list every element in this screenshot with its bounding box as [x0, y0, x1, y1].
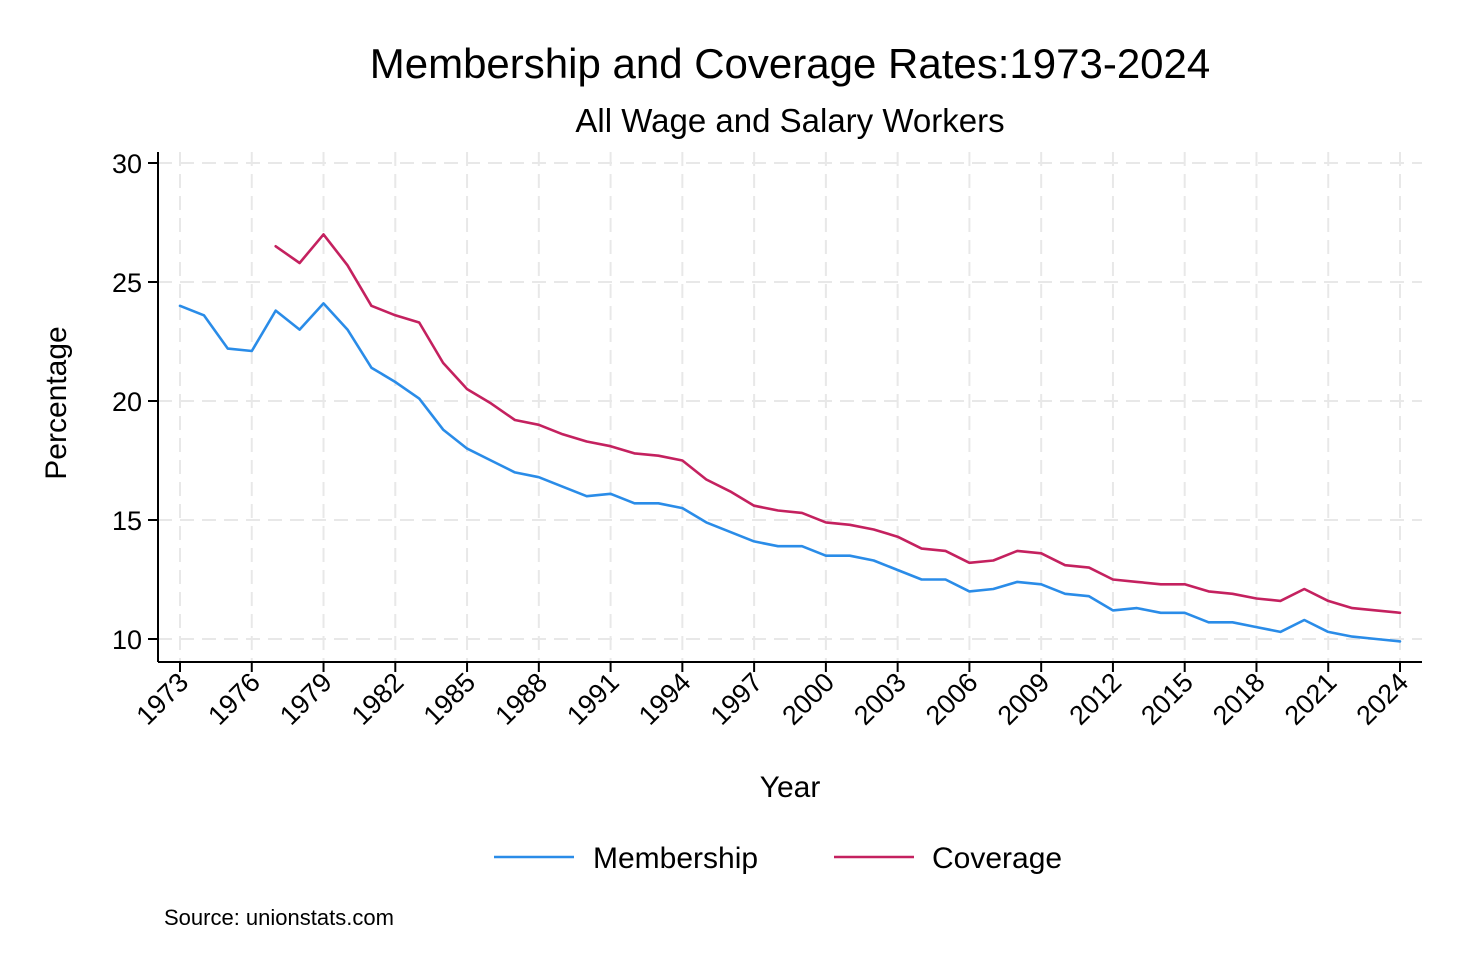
y-tick-label: 20 — [112, 387, 142, 417]
x-tick-label: 1994 — [633, 667, 697, 731]
y-tick-label: 15 — [112, 506, 142, 536]
x-tick-label: 2021 — [1279, 667, 1343, 731]
x-tick-label: 2018 — [1207, 667, 1271, 731]
x-tick-label: 1985 — [418, 667, 482, 731]
chart-title: Membership and Coverage Rates:1973-2024 — [370, 40, 1211, 87]
x-tick-label: 2003 — [848, 667, 912, 731]
y-tick-label: 30 — [112, 149, 142, 179]
y-axis-title: Percentage — [40, 326, 73, 479]
chart-subtitle: All Wage and Salary Workers — [575, 102, 1004, 139]
series-line-membership — [178, 302, 1402, 643]
x-tick-label: 2012 — [1063, 667, 1127, 731]
x-tick-label: 1982 — [346, 667, 410, 731]
y-tick-label: 25 — [112, 268, 142, 298]
x-tick-label: 1997 — [705, 667, 769, 731]
x-tick-label: 1991 — [561, 667, 625, 731]
legend: Membership Coverage — [494, 842, 1062, 875]
x-tick-label: 2015 — [1135, 667, 1199, 731]
x-tick-label: 2009 — [992, 667, 1056, 731]
y-tick-label: 10 — [112, 625, 142, 655]
x-tick-label: 1988 — [489, 667, 553, 731]
x-tick-label: 1979 — [274, 667, 338, 731]
gridlines — [158, 152, 1422, 662]
x-tick-label: 2006 — [920, 667, 984, 731]
source-note: Source: unionstats.com — [164, 905, 394, 930]
x-tick-label: 1976 — [202, 667, 266, 731]
x-tick-label: 2024 — [1351, 667, 1415, 731]
x-axis-title: Year — [760, 771, 821, 804]
x-tick-label: 1973 — [131, 667, 195, 731]
series-line-coverage — [274, 233, 1402, 615]
x-tick-label: 2000 — [776, 667, 840, 731]
legend-label-membership: Membership — [593, 842, 758, 875]
series-lines — [178, 233, 1402, 643]
legend-label-coverage: Coverage — [932, 842, 1062, 875]
